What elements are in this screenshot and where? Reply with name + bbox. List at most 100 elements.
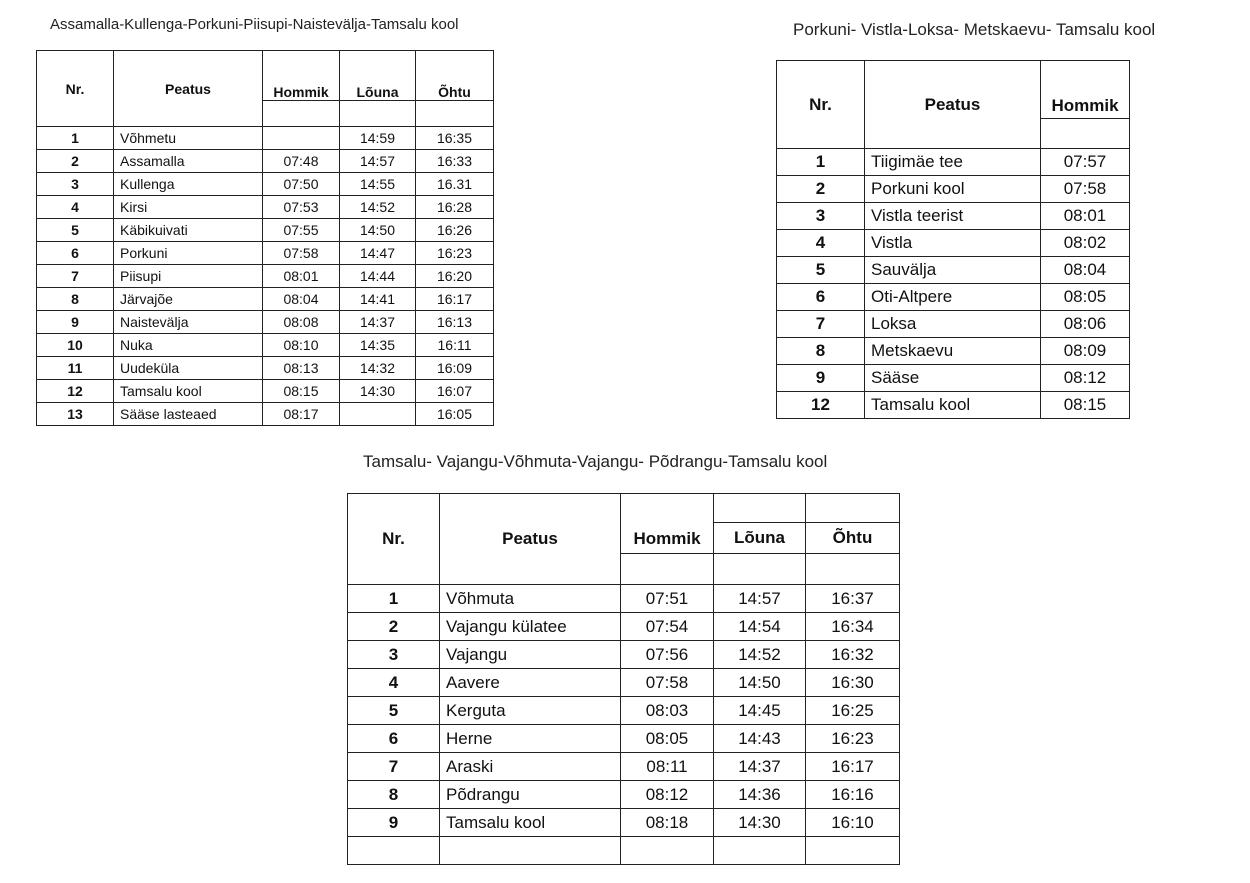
- stop-name: Kirsi: [113, 195, 263, 219]
- header-nr: Nr.: [776, 60, 865, 149]
- stop-name: Põdrangu: [439, 780, 621, 809]
- noon-time: 14:35: [339, 333, 416, 357]
- stop-name: Kerguta: [439, 696, 621, 725]
- table-row: 8 Põdrangu 08:12 14:36 16:16: [347, 780, 900, 809]
- stop-name: Uudeküla: [113, 356, 263, 380]
- stop-number: 10: [36, 333, 114, 357]
- header-morning: Hommik: [620, 493, 714, 554]
- evening-time: 16:26: [415, 218, 494, 242]
- timetable-1: Nr. Peatus Hommik Lõuna Õhtu 1 Võhmetu 14:…: [36, 50, 494, 426]
- header-morning: Hommik: [1040, 60, 1130, 119]
- table-row: 8 Järvajõe 08:04 14:41 16:17: [36, 287, 494, 311]
- header-empty: [415, 100, 494, 127]
- morning-time: 08:12: [1040, 364, 1130, 392]
- stop-name: Vistla: [864, 229, 1041, 257]
- stop-name: Araski: [439, 752, 621, 781]
- table-row: 7 Piisupi 08:01 14:44 16:20: [36, 264, 494, 288]
- noon-time: 14:41: [339, 287, 416, 311]
- morning-time: 08:05: [1040, 283, 1130, 311]
- morning-time: 08:11: [620, 752, 714, 781]
- noon-time: 14:45: [713, 696, 806, 725]
- table-row: 6 Herne 08:05 14:43 16:23: [347, 724, 900, 753]
- header-empty: [805, 493, 900, 523]
- noon-time: 14:37: [713, 752, 806, 781]
- evening-time: 16:17: [805, 752, 900, 781]
- stop-name: Piisupi: [113, 264, 263, 288]
- table-row: 4 Aavere 07:58 14:50 16:30: [347, 668, 900, 697]
- morning-time: 07:58: [620, 668, 714, 697]
- morning-time: 08:02: [1040, 229, 1130, 257]
- morning-time: 08:01: [262, 264, 340, 288]
- evening-time: 16:37: [805, 584, 900, 613]
- morning-time: 07:51: [620, 584, 714, 613]
- noon-time: 14:44: [339, 264, 416, 288]
- stop-name: Käbikuivati: [113, 218, 263, 242]
- stop-number: 12: [776, 391, 865, 419]
- morning-time: 07:56: [620, 640, 714, 669]
- stop-number: 4: [347, 668, 440, 697]
- stop-name: Aavere: [439, 668, 621, 697]
- stop-number: 8: [776, 337, 865, 365]
- table-row: 3 Vistla teerist 08:01: [776, 202, 1130, 230]
- stop-number: 7: [347, 752, 440, 781]
- route-title-2: Porkuni- Vistla-Loksa- Metskaevu- Tamsal…: [793, 20, 1156, 39]
- stop-name: Porkuni: [113, 241, 263, 265]
- stop-name: Tamsalu kool: [439, 808, 621, 837]
- evening-time: 16:09: [415, 356, 494, 380]
- stop-number: 6: [36, 241, 114, 265]
- stop-name: Vajangu: [439, 640, 621, 669]
- table-row: 8 Metskaevu 08:09: [776, 337, 1130, 365]
- morning-time: 08:13: [262, 356, 340, 380]
- stop-name: Sauvälja: [864, 256, 1041, 284]
- header-empty: [805, 553, 900, 585]
- table-row: 7 Araski 08:11 14:37 16:17: [347, 752, 900, 781]
- stop-number: 2: [776, 175, 865, 203]
- table-row: 1 Võhmuta 07:51 14:57 16:37: [347, 584, 900, 613]
- morning-time: 08:10: [262, 333, 340, 357]
- stop-number: 9: [347, 808, 440, 837]
- stop-number: 6: [776, 283, 865, 311]
- morning-time: 07:53: [262, 195, 340, 219]
- stop-name: Assamalla: [113, 149, 263, 173]
- header-evening: Õhtu: [415, 50, 494, 101]
- stop-number: 1: [347, 584, 440, 613]
- stop-number: 9: [36, 310, 114, 334]
- noon-time: 14:50: [339, 218, 416, 242]
- morning-time: 07:55: [262, 218, 340, 242]
- morning-time: 08:09: [1040, 337, 1130, 365]
- timetable-body: 1 Tiigimäe tee 07:57 2 Porkuni kool 07:58 3 Vis…: [776, 148, 1130, 419]
- noon-time: 14:30: [339, 379, 416, 403]
- stop-number: 2: [36, 149, 114, 173]
- stop-number: [347, 836, 440, 865]
- stop-number: 4: [776, 229, 865, 257]
- morning-time: 08:03: [620, 696, 714, 725]
- morning-time: 08:12: [620, 780, 714, 809]
- stop-name: Metskaevu: [864, 337, 1041, 365]
- stop-name: Tamsalu kool: [864, 391, 1041, 419]
- morning-time: 08:06: [1040, 310, 1130, 338]
- morning-time: 08:17: [262, 402, 340, 426]
- noon-time: 14:43: [713, 724, 806, 753]
- stop-name: [439, 836, 621, 865]
- table-row: 12 Tamsalu kool 08:15 14:30 16:07: [36, 379, 494, 403]
- noon-time: 14:52: [713, 640, 806, 669]
- stop-number: 4: [36, 195, 114, 219]
- evening-time: 16:28: [415, 195, 494, 219]
- noon-time: 14:55: [339, 172, 416, 196]
- table-row: 4 Kirsi 07:53 14:52 16:28: [36, 195, 494, 219]
- morning-time: 08:15: [262, 379, 340, 403]
- header-noon: Lõuna: [713, 522, 806, 554]
- header-nr: Nr.: [347, 493, 440, 585]
- stop-name: Võhmuta: [439, 584, 621, 613]
- noon-time: 14:57: [339, 149, 416, 173]
- stop-name: Järvajõe: [113, 287, 263, 311]
- stop-name: Herne: [439, 724, 621, 753]
- route-title-3: Tamsalu- Vajangu-Võhmuta-Vajangu- Põdran…: [363, 452, 828, 471]
- stop-name: Sääse lasteaed: [113, 402, 263, 426]
- stop-number: 11: [36, 356, 114, 380]
- evening-time: 16:07: [415, 379, 494, 403]
- stop-number: 3: [36, 172, 114, 196]
- morning-time: 07:58: [1040, 175, 1130, 203]
- stop-name: Nuka: [113, 333, 263, 357]
- header-empty: [713, 493, 806, 523]
